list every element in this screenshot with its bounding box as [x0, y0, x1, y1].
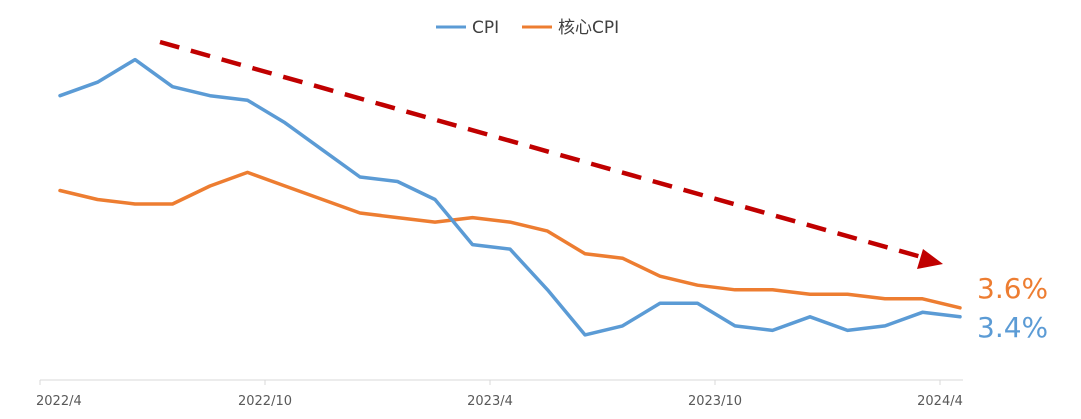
series-line-core-cpi	[58, 170, 962, 310]
end-label-core-cpi: 3.6%	[977, 272, 1048, 305]
x-tick-label: 2023/10	[688, 394, 742, 409]
end-label-cpi: 3.4%	[977, 311, 1048, 344]
x-tick-label: 2024/4	[917, 394, 963, 409]
legend-label-core-cpi: 核心CPI	[558, 18, 619, 38]
x-tick-label: 2022/4	[36, 394, 82, 409]
legend: CPI 核心CPI	[436, 18, 619, 38]
x-tick-label: 2022/10	[238, 394, 292, 409]
trend-arrow	[159, 39, 943, 269]
x-tick-label: 2023/4	[467, 394, 513, 409]
x-axis-ticks	[39, 380, 941, 385]
trend-arrow-line	[159, 39, 926, 261]
series-layer	[58, 57, 962, 337]
x-axis-tick-labels: 2022/4 2022/10 2023/4 2023/10 2024/4	[36, 394, 963, 409]
legend-label-cpi: CPI	[472, 18, 499, 38]
trend-arrow-head	[917, 249, 943, 269]
series-line-cpi	[58, 57, 962, 337]
